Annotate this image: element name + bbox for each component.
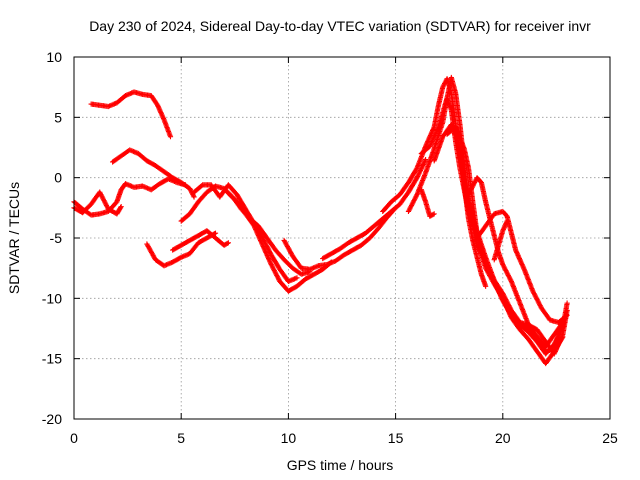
y-axis-label: SDTVAR / TECUs <box>6 182 22 294</box>
y-tick-label: 0 <box>54 170 62 186</box>
data-point <box>167 134 174 140</box>
data-point <box>423 156 429 163</box>
data-point <box>564 300 570 306</box>
series-track-2 <box>109 147 197 200</box>
series-track-11 <box>320 156 429 262</box>
y-tick-label: -15 <box>42 351 62 367</box>
data-point <box>182 182 189 188</box>
grid-lines <box>74 57 610 419</box>
data-point <box>413 166 419 172</box>
series-track-4 <box>71 189 124 217</box>
series-track-10 <box>281 205 399 272</box>
data-point <box>483 283 489 289</box>
data-point <box>118 204 124 210</box>
x-axis-label: GPS time / hours <box>287 457 394 473</box>
series-track-1 <box>88 89 174 140</box>
data-point <box>191 194 197 200</box>
data-points <box>71 74 570 367</box>
x-tick-label: 10 <box>281 430 297 446</box>
data-point <box>225 240 231 246</box>
data-point <box>177 255 183 261</box>
series-track-17 <box>418 187 437 219</box>
data-point <box>224 240 230 247</box>
y-tick-label: -5 <box>50 230 63 246</box>
data-point <box>564 312 570 318</box>
data-point <box>559 335 565 341</box>
x-tick-label: 20 <box>495 430 511 446</box>
y-tick-label: -20 <box>42 411 62 427</box>
data-point <box>563 313 569 319</box>
series-track-9 <box>225 190 334 294</box>
data-point <box>430 211 436 218</box>
x-tick-label: 0 <box>70 430 78 446</box>
x-tick-label: 5 <box>177 430 185 446</box>
axis-ticks: 0 5 10 15 20 25 -20 -15 -10 -5 0 5 10 <box>42 49 618 446</box>
chart-title: Day 230 of 2024, Sidereal Day-to-day VTE… <box>89 18 591 34</box>
data-point <box>212 230 219 236</box>
series-track-8 <box>170 228 231 253</box>
y-tick-label: 10 <box>46 49 62 65</box>
data-point <box>294 275 300 281</box>
data-point <box>117 205 124 211</box>
y-tick-label: 5 <box>54 109 62 125</box>
series-track-16 <box>431 121 489 289</box>
data-point <box>431 211 437 217</box>
x-tick-label: 25 <box>602 430 618 446</box>
data-point <box>504 218 510 224</box>
x-tick-label: 15 <box>388 430 404 446</box>
y-tick-label: -10 <box>42 290 62 306</box>
data-point <box>560 334 566 340</box>
series-track-20 <box>491 218 510 263</box>
series-track-19 <box>474 208 570 326</box>
series-track-3 <box>71 176 189 218</box>
series-track-6 <box>178 183 313 277</box>
